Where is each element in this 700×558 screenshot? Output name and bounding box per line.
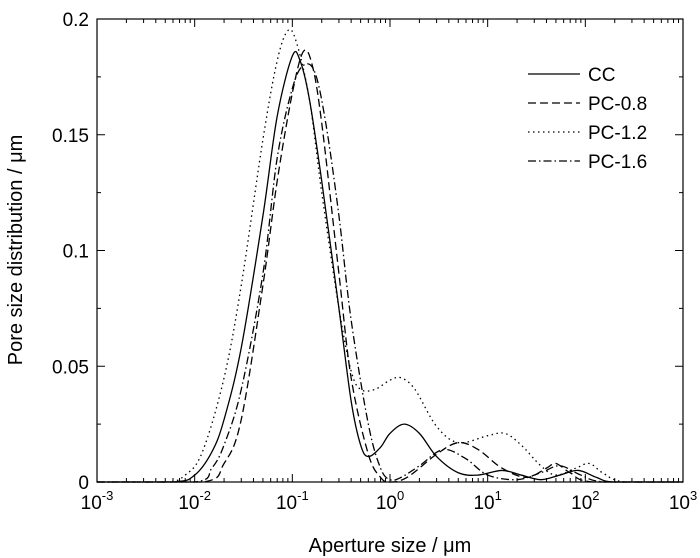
legend-label-pc-0.8: PC-0.8	[588, 94, 647, 115]
x-tick-exponent: -1	[297, 488, 309, 503]
series-layer	[97, 28, 683, 483]
x-tick-label: 10-3	[81, 488, 114, 514]
x-tick-label: 101	[473, 488, 501, 514]
y-tick-label: 0.1	[63, 242, 89, 263]
series-line-cc	[97, 50, 683, 483]
y-tick-label: 0.15	[52, 126, 89, 147]
y-axis-ticks: 0 0.05 0.1 0.15 0.2	[52, 10, 683, 494]
plot-frame	[96, 18, 684, 483]
x-tick-exponent: 1	[495, 488, 502, 503]
x-tick-label: 102	[571, 488, 599, 514]
series-line-pc-1.2	[97, 28, 683, 483]
x-tick-base: 10	[376, 493, 397, 514]
x-tick-exponent: 0	[397, 488, 404, 503]
x-tick-base: 10	[571, 493, 592, 514]
y-tick-label: 0.05	[52, 357, 89, 378]
x-tick-base: 10	[473, 493, 494, 514]
x-tick-exponent: 3	[690, 488, 697, 503]
series-line-pc-0.8	[97, 49, 683, 483]
x-tick-exponent: -2	[199, 488, 211, 503]
x-tick-exponent: 2	[592, 488, 599, 503]
x-axis-title: Aperture size / μm	[309, 535, 472, 557]
x-tick-base: 10	[276, 493, 297, 514]
y-tick-label: 0	[78, 473, 89, 494]
x-tick-exponent: -3	[102, 488, 114, 503]
plot-area: 10-3 10-2 10-1 100 101 102 103 00.050.10.150.2	[52, 10, 697, 514]
x-tick-base: 10	[669, 493, 690, 514]
y-axis-title: Pore size distribution / μm	[5, 135, 27, 366]
x-tick-label: 10-1	[276, 488, 309, 514]
y-tick-label: 0.2	[63, 10, 89, 31]
legend-label-cc: CC	[588, 65, 615, 86]
legend-label-pc-1.2: PC-1.2	[588, 123, 647, 144]
x-tick-label: 10-2	[178, 488, 211, 514]
x-tick-label: 103	[669, 488, 697, 514]
series-line-pc-1.6	[97, 63, 683, 483]
x-tick-label: 100	[376, 488, 404, 514]
x-tick-base: 10	[81, 493, 102, 514]
x-tick-base: 10	[178, 493, 199, 514]
legend: CC PC-0.8 PC-1.2 PC-1.6	[528, 65, 647, 173]
x-axis-ticks: 10-3 10-2 10-1 100 101 102 103	[81, 19, 697, 514]
legend-label-pc-1.6: PC-1.6	[588, 152, 647, 173]
